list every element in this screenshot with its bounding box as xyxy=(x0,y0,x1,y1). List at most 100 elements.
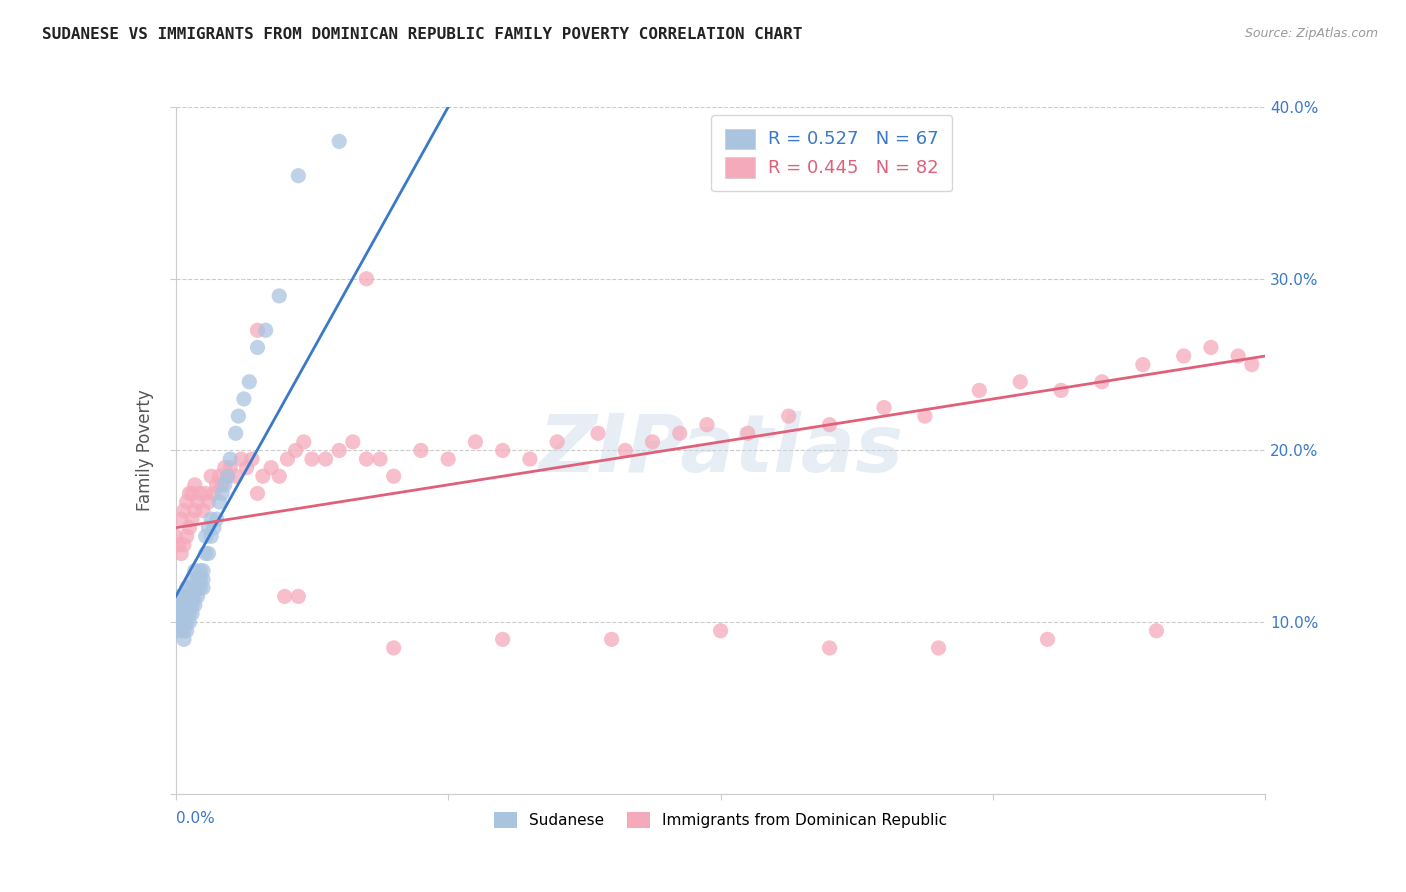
Point xyxy=(194,546,217,561)
Point xyxy=(184,598,207,612)
Point xyxy=(194,486,217,500)
Point xyxy=(546,434,568,449)
Point xyxy=(186,581,209,595)
Point xyxy=(641,434,664,449)
Point xyxy=(179,598,201,612)
Point xyxy=(225,469,247,483)
Point xyxy=(191,581,214,595)
Point xyxy=(173,615,195,630)
Point xyxy=(492,443,515,458)
Point xyxy=(301,452,323,467)
Point xyxy=(1199,340,1222,354)
Point xyxy=(165,529,187,543)
Y-axis label: Family Poverty: Family Poverty xyxy=(136,390,155,511)
Point xyxy=(1091,375,1114,389)
Point xyxy=(246,323,269,337)
Point xyxy=(186,590,209,604)
Point xyxy=(1144,624,1167,638)
Point xyxy=(356,271,378,285)
Point xyxy=(173,538,195,552)
Point xyxy=(519,452,541,467)
Point xyxy=(165,615,187,630)
Point xyxy=(186,495,209,509)
Point xyxy=(184,478,207,492)
Point xyxy=(368,452,391,467)
Point xyxy=(170,546,193,561)
Text: ZIPatlas: ZIPatlas xyxy=(538,411,903,490)
Point xyxy=(184,590,207,604)
Point xyxy=(437,452,460,467)
Point xyxy=(219,460,242,475)
Point xyxy=(173,624,195,638)
Point xyxy=(170,624,193,638)
Point xyxy=(328,134,350,148)
Point xyxy=(818,640,841,655)
Legend: Sudanese, Immigrants from Dominican Republic: Sudanese, Immigrants from Dominican Repu… xyxy=(488,806,953,834)
Point xyxy=(179,521,201,535)
Point xyxy=(252,469,274,483)
Point xyxy=(214,460,236,475)
Point xyxy=(197,546,219,561)
Point xyxy=(167,538,190,552)
Point xyxy=(873,401,896,415)
Point xyxy=(197,495,219,509)
Point xyxy=(214,478,236,492)
Point xyxy=(778,409,800,423)
Point xyxy=(186,572,209,586)
Point xyxy=(219,452,242,467)
Point xyxy=(181,486,204,500)
Point xyxy=(181,598,204,612)
Point xyxy=(914,409,936,423)
Point xyxy=(179,615,201,630)
Point xyxy=(1227,349,1250,363)
Text: SUDANESE VS IMMIGRANTS FROM DOMINICAN REPUBLIC FAMILY POVERTY CORRELATION CHART: SUDANESE VS IMMIGRANTS FROM DOMINICAN RE… xyxy=(42,27,803,42)
Point xyxy=(170,590,193,604)
Point xyxy=(211,486,233,500)
Point xyxy=(194,529,217,543)
Point xyxy=(274,590,297,604)
Point xyxy=(176,624,198,638)
Point xyxy=(1010,375,1032,389)
Point xyxy=(238,375,260,389)
Point xyxy=(246,340,269,354)
Point xyxy=(710,624,733,638)
Point xyxy=(191,503,214,517)
Point xyxy=(179,486,201,500)
Point xyxy=(208,469,231,483)
Point xyxy=(188,581,211,595)
Point xyxy=(1240,358,1263,372)
Point xyxy=(202,486,225,500)
Point xyxy=(586,426,609,441)
Point xyxy=(382,640,405,655)
Point xyxy=(167,615,190,630)
Point xyxy=(176,598,198,612)
Point xyxy=(342,434,364,449)
Point xyxy=(173,607,195,621)
Point xyxy=(170,512,193,526)
Point xyxy=(260,460,283,475)
Point xyxy=(208,495,231,509)
Point xyxy=(818,417,841,432)
Point xyxy=(181,572,204,586)
Point xyxy=(328,443,350,458)
Point xyxy=(170,607,193,621)
Point xyxy=(173,632,195,647)
Point xyxy=(191,564,214,578)
Point xyxy=(181,512,204,526)
Point xyxy=(231,452,253,467)
Point xyxy=(668,426,690,441)
Point xyxy=(173,590,195,604)
Point xyxy=(167,607,190,621)
Point xyxy=(1132,358,1154,372)
Point xyxy=(173,503,195,517)
Point xyxy=(173,598,195,612)
Point xyxy=(202,521,225,535)
Point xyxy=(176,495,198,509)
Point xyxy=(235,460,257,475)
Point xyxy=(170,598,193,612)
Point xyxy=(269,289,291,303)
Point xyxy=(167,590,190,604)
Point xyxy=(191,572,214,586)
Point xyxy=(696,417,718,432)
Point xyxy=(200,512,222,526)
